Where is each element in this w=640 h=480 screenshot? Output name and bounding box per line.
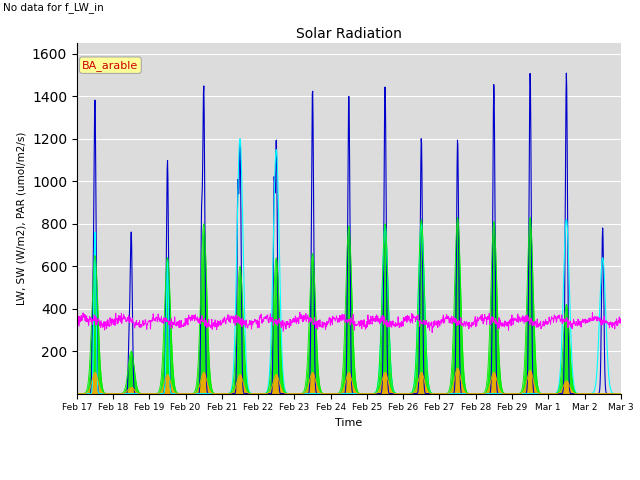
- PAR_in: [255, 391, 262, 396]
- SW_out: [505, 391, 513, 396]
- PAR_out: [505, 391, 513, 396]
- SW_in: [553, 390, 561, 396]
- SW_out: [553, 391, 561, 396]
- PAR_in: [194, 391, 202, 396]
- PAR_in: [617, 391, 625, 396]
- PAR_in: [552, 391, 560, 396]
- Line: LW_out: LW_out: [77, 312, 621, 333]
- PAR_in: [73, 391, 81, 396]
- PAR_out: [434, 391, 442, 396]
- SW_out: [194, 388, 202, 394]
- LW_out: [194, 318, 202, 324]
- Line: PAR_out: PAR_out: [77, 139, 621, 394]
- PAR_out: [617, 391, 625, 396]
- PAR_out: [195, 391, 202, 396]
- LW_out: [255, 319, 262, 324]
- Y-axis label: LW, SW (W/m2), PAR (umol/m2/s): LW, SW (W/m2), PAR (umol/m2/s): [16, 132, 26, 305]
- SW_in: [194, 366, 202, 372]
- SW_in: [617, 391, 625, 396]
- Line: SW_in: SW_in: [77, 217, 621, 394]
- SW_out: [433, 391, 441, 396]
- PAR_out: [127, 391, 135, 396]
- LW_out: [617, 320, 625, 326]
- SW_in: [73, 391, 81, 396]
- LW_out: [505, 319, 513, 325]
- LW_out: [73, 321, 81, 327]
- SW_out: [180, 391, 188, 396]
- LW_out: [553, 316, 561, 322]
- PAR_out: [553, 389, 561, 395]
- SW_in: [180, 391, 188, 396]
- Text: BA_arable: BA_arable: [82, 60, 138, 71]
- PAR_out: [73, 391, 81, 396]
- LW_out: [434, 324, 442, 330]
- PAR_out: [181, 391, 189, 396]
- SW_in: [255, 391, 262, 396]
- SW_out: [454, 365, 461, 371]
- SW_out: [255, 391, 262, 396]
- SW_in: [433, 391, 441, 396]
- X-axis label: Time: Time: [335, 418, 362, 428]
- SW_in: [504, 391, 512, 396]
- PAR_in: [504, 391, 512, 396]
- PAR_out: [236, 136, 244, 142]
- Line: SW_out: SW_out: [77, 368, 621, 394]
- LW_out: [296, 310, 304, 315]
- SW_out: [617, 391, 625, 396]
- PAR_in: [433, 391, 441, 396]
- LW_out: [428, 330, 436, 336]
- Title: Solar Radiation: Solar Radiation: [296, 27, 402, 41]
- SW_out: [73, 391, 81, 396]
- Line: PAR_in: PAR_in: [77, 73, 621, 394]
- PAR_in: [180, 391, 188, 396]
- Text: No data for f_LW_in: No data for f_LW_in: [3, 2, 104, 13]
- PAR_in: [563, 70, 570, 76]
- SW_in: [526, 215, 534, 220]
- PAR_out: [255, 391, 263, 396]
- LW_out: [180, 321, 188, 326]
